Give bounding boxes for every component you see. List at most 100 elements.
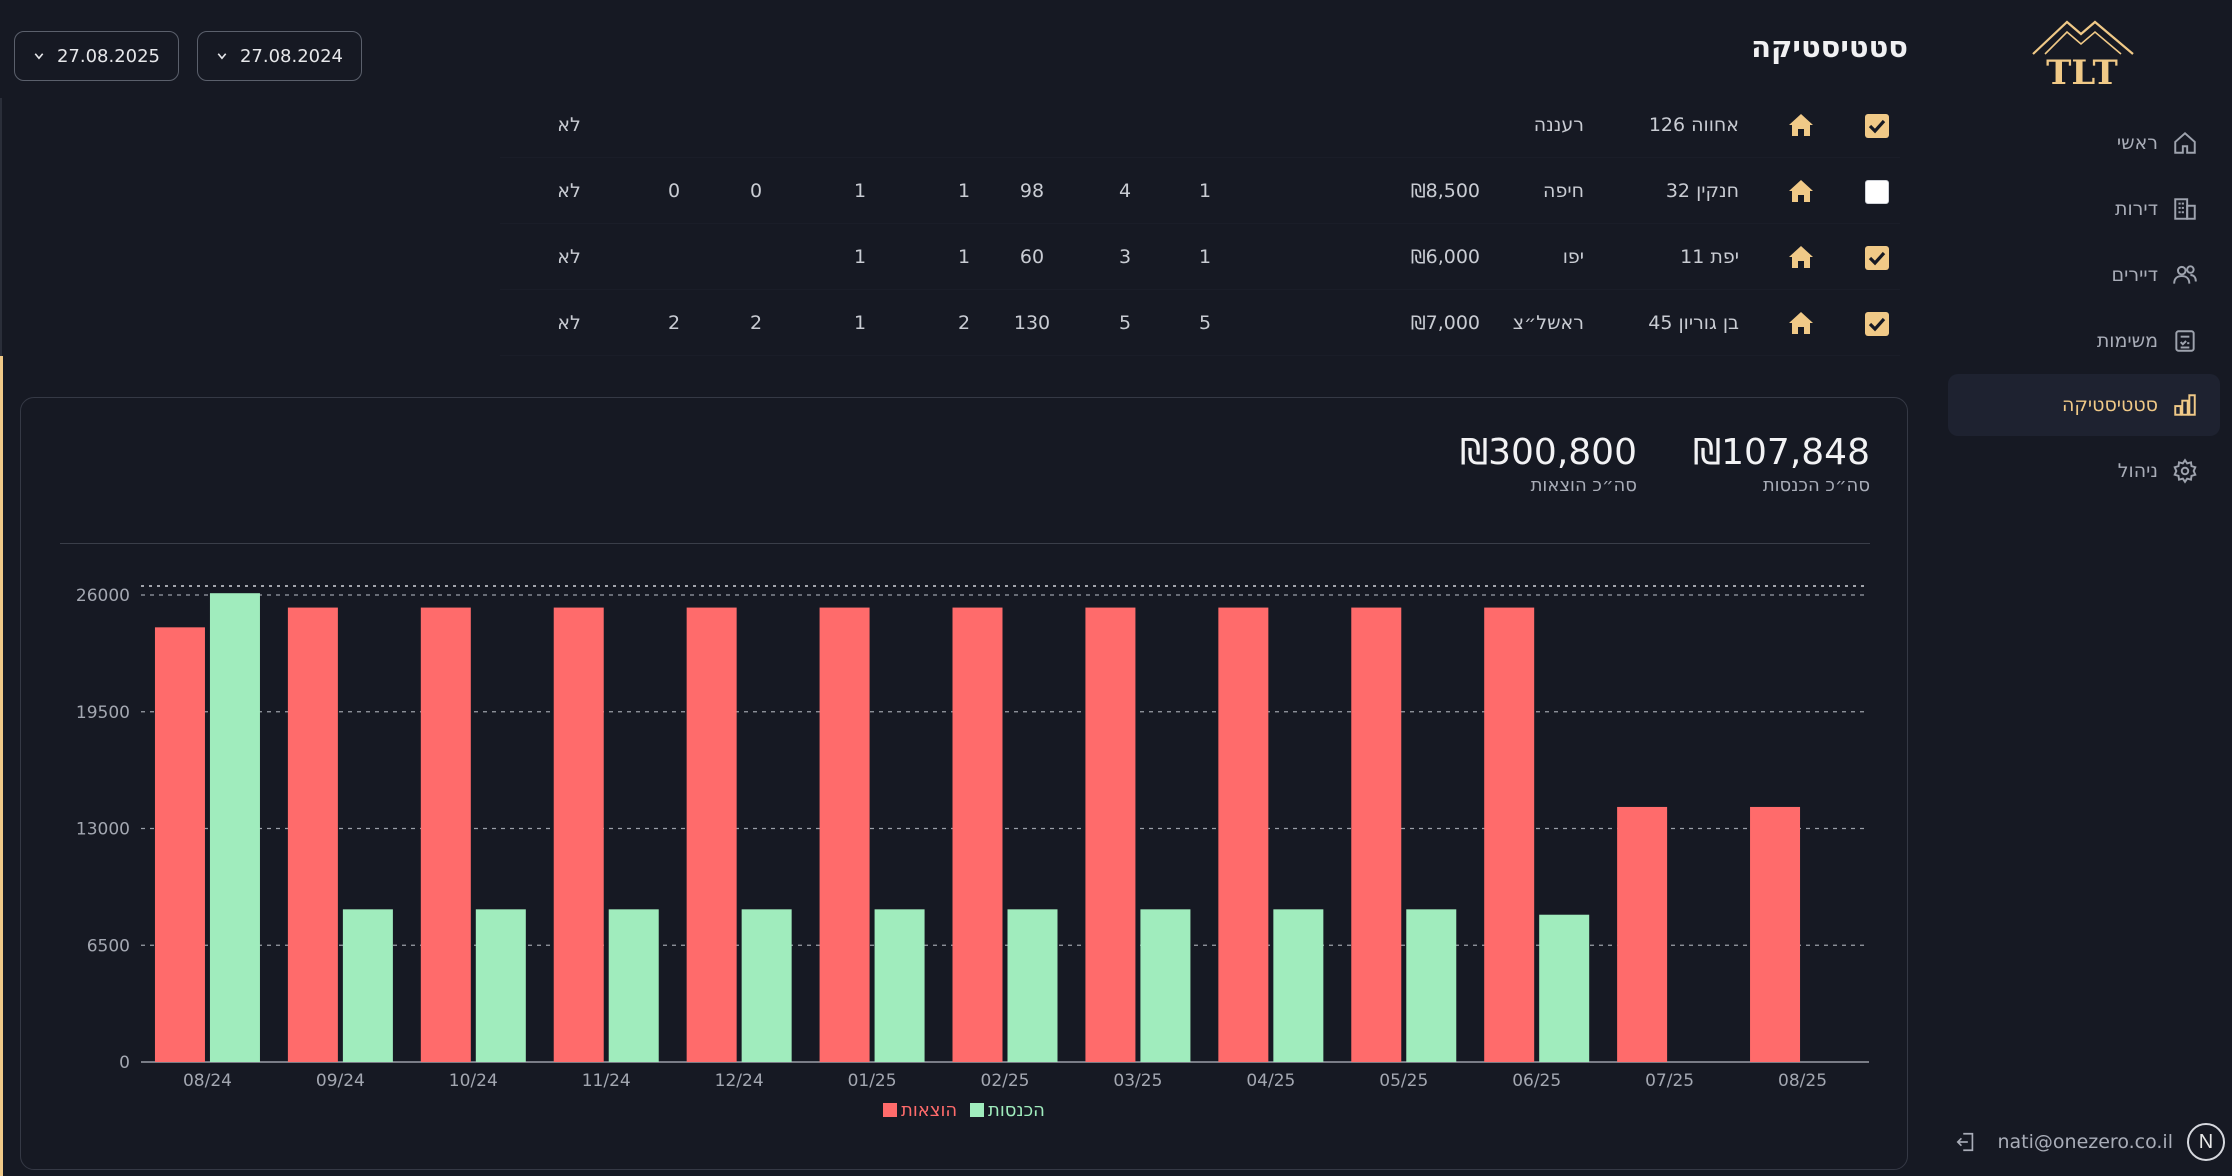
sidebar-item-statistics[interactable]: סטטיסטיקה xyxy=(1948,374,2220,436)
cell-value: 3 xyxy=(1118,246,1132,268)
home-icon xyxy=(1788,311,1814,335)
cell-flag: לא xyxy=(557,180,581,202)
svg-text:TLT: TLT xyxy=(2046,53,2118,90)
tasks-icon xyxy=(2175,330,2195,352)
cell-value: 1 xyxy=(957,246,971,268)
cell-value: 5 xyxy=(1198,312,1212,334)
y-tick-label: 0 xyxy=(119,1053,130,1073)
user-profile[interactable]: nati@onezero.co.il N xyxy=(1950,1120,2225,1164)
cell-value: 1 xyxy=(853,312,867,334)
cell-value: 130 xyxy=(1013,312,1051,334)
y-tick-label: 26000 xyxy=(76,586,130,606)
cell-value: 1 xyxy=(1198,180,1212,202)
date-to-picker[interactable]: 27.08.2025 xyxy=(14,31,179,81)
cell-flag: לא xyxy=(557,312,581,334)
row-checkbox[interactable] xyxy=(1865,180,1889,204)
y-tick-label: 6500 xyxy=(87,936,130,956)
expense-bar xyxy=(420,607,471,1062)
sidebar-item-label: סטטיסטיקה xyxy=(2061,394,2158,416)
table-row[interactable]: יפת 11 יפו ₪6,000 1 3 60 1 1 לא xyxy=(500,224,1900,290)
page-title: סטטיסטיקה xyxy=(1751,30,1908,64)
expense-bar xyxy=(1484,607,1535,1062)
sidebar-item-management[interactable]: ניהול xyxy=(1948,440,2220,502)
total-expenses-label: סה״כ הוצאות xyxy=(1530,475,1637,496)
chevron-down-icon xyxy=(34,53,44,60)
cell-value: 0 xyxy=(749,180,763,202)
expense-bar xyxy=(287,607,338,1062)
expense-bar xyxy=(1351,607,1402,1062)
income-bar xyxy=(1406,909,1457,1062)
cell-city: חיפה xyxy=(1543,180,1584,202)
expense-bar xyxy=(1085,607,1136,1062)
legend-swatch-expenses xyxy=(883,1103,897,1117)
table-row[interactable]: אחווה 126 רעננה לא xyxy=(500,92,1900,158)
sidebar-item-tenants[interactable]: דיירים xyxy=(1948,244,2220,306)
row-checkbox[interactable] xyxy=(1865,246,1889,270)
sidebar-item-label: דיירים xyxy=(2111,264,2158,286)
sidebar-item-label: ניהול xyxy=(2117,460,2158,482)
logout-icon[interactable] xyxy=(1955,1131,1977,1153)
home-icon xyxy=(1788,245,1814,269)
date-from-picker[interactable]: 27.08.2024 xyxy=(197,31,362,81)
expense-bar xyxy=(1750,806,1801,1062)
cell-value: 1 xyxy=(853,180,867,202)
cell-value: 5 xyxy=(1118,312,1132,334)
cell-city: רעננה xyxy=(1533,114,1584,136)
income-expenses-chart: 26000 19500 13000 6500 0 08/24 09/24 10/24 11/24… xyxy=(76,585,1869,1121)
x-tick-label: 04/25 xyxy=(1246,1071,1295,1091)
income-bar xyxy=(342,909,393,1062)
row-checkbox[interactable] xyxy=(1865,114,1889,138)
sidebar xyxy=(1940,0,2232,1176)
x-tick-label: 11/24 xyxy=(582,1071,631,1091)
legend-swatch-income xyxy=(970,1103,984,1117)
cell-rent: ₪6,000 xyxy=(1410,246,1480,268)
x-tick-label: 02/25 xyxy=(981,1071,1030,1091)
building-icon xyxy=(2174,198,2196,220)
x-tick-label: 08/25 xyxy=(1778,1071,1827,1091)
sidebar-item-label: ראשי xyxy=(2116,132,2158,154)
home-icon xyxy=(1788,179,1814,203)
sidebar-item-label: דירות xyxy=(2114,198,2158,220)
total-expenses-value: ₪300,800 xyxy=(1459,432,1637,473)
total-income-kpi: ₪107,848 סה״כ הכנסות xyxy=(1693,432,1870,496)
users-icon xyxy=(2173,265,2197,284)
expense-bar xyxy=(154,627,205,1062)
income-bar xyxy=(1273,909,1324,1062)
cell-address: בן גוריון 45 xyxy=(1648,312,1739,334)
home-icon xyxy=(1788,113,1814,137)
x-tick-label: 05/25 xyxy=(1379,1071,1428,1091)
row-checkbox[interactable] xyxy=(1865,312,1889,336)
expense-bar xyxy=(819,607,870,1062)
total-income-label: סה״כ הכנסות xyxy=(1762,475,1870,496)
x-tick-label: 09/24 xyxy=(316,1071,365,1091)
sidebar-item-tasks[interactable]: משימות xyxy=(1948,310,2220,372)
gear-icon xyxy=(2173,458,2197,484)
cell-rent: ₪7,000 xyxy=(1410,312,1480,334)
income-bar xyxy=(209,593,260,1062)
cell-value: 1 xyxy=(957,180,971,202)
x-tick-label: 03/25 xyxy=(1113,1071,1162,1091)
cell-value: 2 xyxy=(667,312,681,334)
income-bar xyxy=(1007,909,1058,1062)
scroll-indicator[interactable] xyxy=(0,356,3,1176)
panel-divider xyxy=(60,543,1870,544)
cell-value: 1 xyxy=(1198,246,1212,268)
legend-label-income: הכנסות xyxy=(988,1100,1045,1121)
table-row[interactable]: בן גוריון 45 ראשל״צ ₪7,000 5 5 130 2 1 2… xyxy=(500,290,1900,356)
sidebar-item-home[interactable]: ראשי xyxy=(1948,112,2220,174)
cell-value: 1 xyxy=(853,246,867,268)
table-row[interactable]: חנקין 32 חיפה ₪8,500 1 4 98 1 1 0 0 לא xyxy=(500,158,1900,224)
cell-value: 60 xyxy=(1019,246,1045,268)
expense-bar xyxy=(952,607,1003,1062)
cell-city: ראשל״צ xyxy=(1512,312,1584,334)
y-tick-label: 13000 xyxy=(76,820,130,840)
avatar[interactable]: N xyxy=(2187,1123,2225,1161)
date-to-value: 27.08.2025 xyxy=(56,45,160,67)
tlt-logo[interactable]: TLT xyxy=(2025,18,2140,93)
x-tick-label: 10/24 xyxy=(449,1071,498,1091)
sidebar-item-apartments[interactable]: דירות xyxy=(1948,178,2220,240)
x-tick-label: 06/25 xyxy=(1512,1071,1561,1091)
statistics-panel: ₪107,848 סה״כ הכנסות ₪300,800 סה״כ הוצאו… xyxy=(20,397,1908,1170)
home-icon xyxy=(2174,131,2196,154)
legend-label-expenses: הוצאות xyxy=(901,1100,957,1121)
